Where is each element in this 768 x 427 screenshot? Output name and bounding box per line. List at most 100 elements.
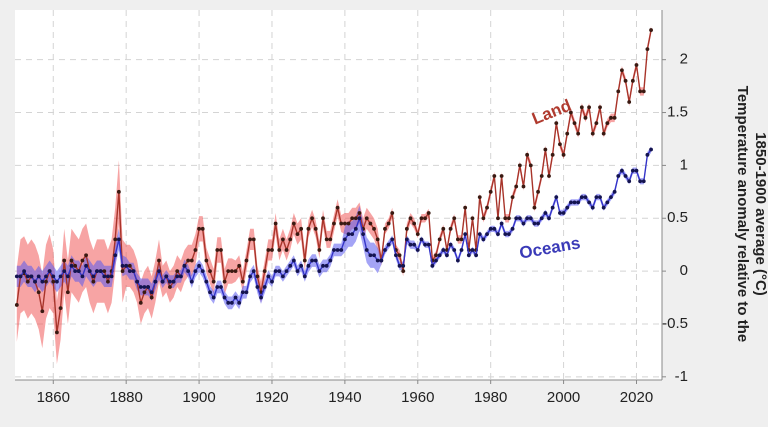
data-point [507,232,511,237]
data-point [404,237,409,242]
data-point [73,269,78,274]
data-point [91,274,96,279]
x-tick-label: 1960 [401,389,434,406]
data-point [616,174,621,178]
data-point [58,274,63,279]
data-point [291,258,296,263]
data-point [29,274,34,279]
data-point [175,274,180,279]
data-point [415,232,420,237]
data-point [273,269,278,274]
data-point [175,269,180,274]
data-point [634,168,639,173]
data-point [558,142,562,147]
data-point [474,253,479,258]
data-point [229,300,234,305]
data-point [623,174,628,178]
data-point [463,232,468,237]
data-point [627,100,632,104]
data-point [455,237,460,242]
data-point [131,269,136,274]
data-point [295,232,300,237]
data-point [313,226,318,231]
data-point [65,274,70,279]
data-point [620,68,624,73]
data-point [364,248,369,252]
data-point [565,131,570,136]
data-point [437,237,442,242]
data-point [339,221,344,226]
data-point [375,237,380,242]
data-point [219,285,223,289]
data-point [127,263,132,268]
data-point [80,274,85,279]
data-point [383,248,387,252]
data-point [44,279,48,284]
data-point [579,195,584,200]
data-point [605,200,610,205]
data-point [383,226,387,231]
data-point [25,274,30,279]
data-point [277,248,282,252]
data-point [517,216,522,221]
data-point [310,258,314,263]
data-point [353,226,358,231]
y-tick-label: -0.5 [662,315,688,332]
data-point [168,285,172,289]
data-point [65,290,70,295]
data-point [492,174,497,178]
data-point [91,279,96,284]
data-point [372,253,376,258]
x-tick-label: 1880 [109,389,142,406]
data-point [372,226,376,231]
x-tick-label: 2000 [547,389,580,406]
data-point [44,274,48,279]
data-point [649,147,653,152]
data-point [80,258,85,263]
data-point [488,189,493,194]
data-point [262,269,267,274]
data-point [226,269,231,274]
data-point [299,226,304,231]
data-point [288,237,293,242]
data-point [572,200,577,205]
data-point [448,242,453,247]
data-point [160,279,165,284]
data-point [638,179,643,184]
data-point [496,216,500,221]
data-point [507,216,511,221]
data-point [22,269,27,274]
data-point [106,274,110,279]
data-point [284,269,289,274]
data-point [375,258,380,263]
data-point [266,274,271,279]
data-point [397,263,402,268]
data-point [543,211,548,215]
data-point [149,295,154,300]
data-point [623,78,628,83]
data-point [357,216,362,221]
data-point [18,274,23,279]
data-point [583,115,588,120]
data-point [324,263,329,268]
data-point [594,121,599,126]
y-tick-label: -1 [675,368,688,385]
data-point [503,232,508,237]
data-point [55,279,59,284]
data-point [634,63,639,67]
data-point [412,221,417,226]
data-point [386,221,391,226]
data-point [116,189,121,194]
data-point [248,237,253,242]
x-tick-label: 1900 [182,389,215,406]
data-point [244,258,249,263]
data-point [357,211,362,215]
data-point [346,232,351,237]
data-point [415,248,420,252]
data-point [310,216,314,221]
data-point [609,195,613,200]
data-point [299,263,304,268]
data-point [106,279,110,284]
data-point [448,226,453,231]
data-point [350,232,355,237]
